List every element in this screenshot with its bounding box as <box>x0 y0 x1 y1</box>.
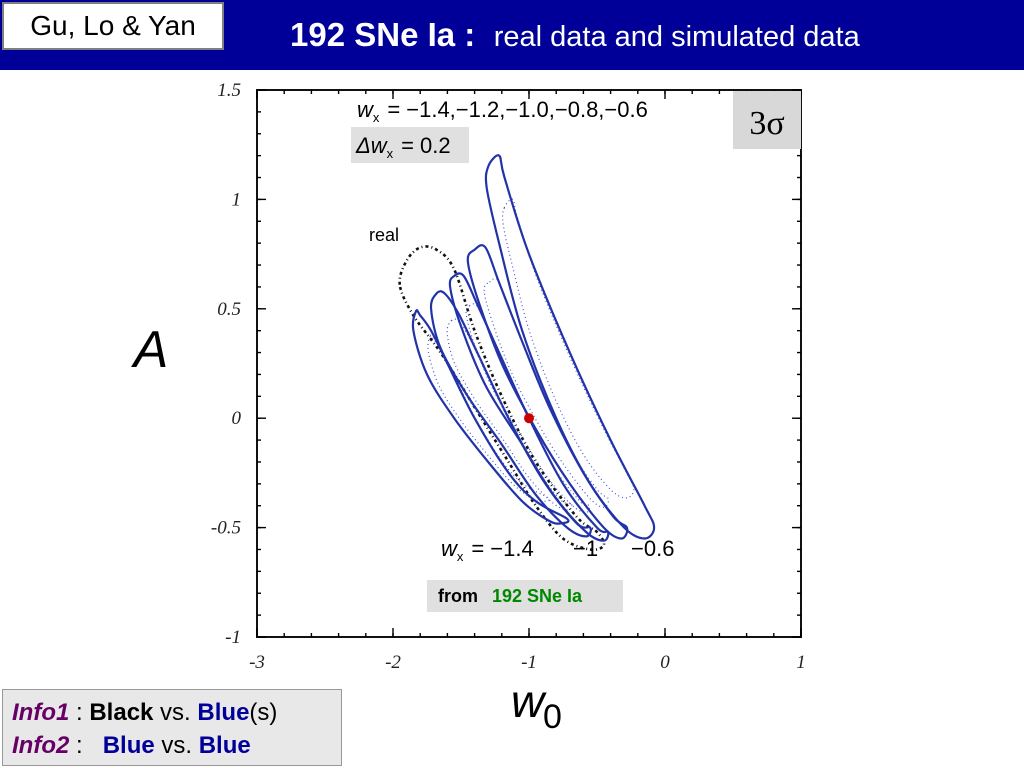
sigma-label: 3σ <box>749 105 784 142</box>
y-tick-label: 0 <box>232 408 242 429</box>
info2-blue-a: Blue <box>102 732 155 759</box>
title-main: 192 SNe Ia : <box>290 16 476 53</box>
from-box <box>427 580 623 612</box>
wx-list-sub: x <box>373 110 380 125</box>
x-tick-label: 1 <box>796 652 806 673</box>
contour-chart: -3 -2 -1 0 1-1-0.500.511.5 wx = −1.4,−1.2,−1.0… <box>211 80 806 673</box>
from-source: 192 SNe Ia <box>492 586 583 606</box>
delta-lhs: Δw <box>355 133 389 158</box>
best-fit-point <box>524 413 534 424</box>
axis-ticks: -3 -2 -1 0 1 -1 -0.5 0 0.5 1 1.5 <box>211 80 806 673</box>
slide-title: 192 SNe Ia : real data and simulated dat… <box>290 12 860 58</box>
info2-key: Info2 <box>12 732 70 759</box>
info1-suffix: (s) <box>249 699 278 726</box>
delta-sub: x <box>387 146 394 161</box>
x-tick-label: -1 <box>521 652 537 673</box>
bottom-sub: x <box>457 549 464 564</box>
info1-vs: vs. <box>153 699 198 726</box>
title-sub: real data and simulated data <box>493 21 860 53</box>
right-contour-label: −0.6 <box>631 536 674 561</box>
info-line-1: Info1 : Black vs. Blue(s) <box>12 696 341 729</box>
info1-key: Info1 <box>12 699 70 726</box>
x-axis-label: w 0 <box>503 675 579 742</box>
y-tick-label: -0.5 <box>211 518 241 539</box>
wx-list-eq: = <box>387 97 400 122</box>
y-tick-label: -1 <box>225 627 241 648</box>
info1-sep: : <box>69 699 90 726</box>
bottom-eq: = <box>471 536 484 561</box>
bottom-wx-annotation: wx = −1.4 <box>441 536 534 564</box>
y-axis-label: A <box>125 298 177 426</box>
bottom-lhs: w <box>441 536 459 561</box>
from-label: from <box>438 586 478 606</box>
y-tick-label: 1.5 <box>217 80 241 101</box>
from-annotation: from 192 SNe Ia <box>438 586 583 606</box>
info-box: Info1 : Black vs. Blue(s) Info2 : Blue v… <box>2 689 342 766</box>
sigma-box <box>733 91 801 149</box>
info2-vs: vs. <box>154 732 199 759</box>
y-tick-label: 0.5 <box>217 299 241 320</box>
contour-wx-1_2 <box>429 290 592 538</box>
info2-sep: : <box>69 732 90 759</box>
contour-lines <box>398 154 656 552</box>
real-label: real <box>369 225 399 245</box>
contour-wx-0_6 <box>484 154 656 540</box>
contour-wx-0_8 <box>466 244 629 540</box>
contour-wx-1_4 <box>411 309 570 525</box>
x-axis-subscript: 0 <box>543 698 562 736</box>
x-tick-label: 0 <box>660 652 670 673</box>
wx-list-values: −1.4,−1.2,−1.0,−0.8,−0.6 <box>406 97 648 122</box>
mid-contour-label: −1 <box>573 536 598 561</box>
wx-list-lhs: w <box>357 97 375 122</box>
x-axis-symbol: w <box>511 675 545 727</box>
bottom-value: −1.4 <box>490 536 533 561</box>
info2-blue-b: Blue <box>198 732 251 759</box>
delta-box <box>351 127 469 163</box>
delta-value: 0.2 <box>420 133 451 158</box>
authors-box: Gu, Lo & Yan <box>2 2 224 50</box>
info-line-2: Info2 : Blue vs. Blue <box>12 729 341 762</box>
contour-inner-wx-0_8 <box>483 277 610 508</box>
x-tick-label: -2 <box>385 652 401 673</box>
y-tick-label: 1 <box>232 189 242 210</box>
info1-blue: Blue <box>197 699 250 726</box>
x-tick-label: -3 <box>249 652 265 673</box>
plot-panel: -3 -2 -1 0 1 -1 -0.5 0 0.5 1 1.5 wx = −1.4,−1.2,−1.0… <box>123 78 913 688</box>
wx-list-annotation: wx = −1.4,−1.2,−1.0,−0.8,−0.6 <box>357 97 648 125</box>
contour-inner-wx-1_0 <box>465 303 591 514</box>
delta-annotation: Δwx = 0.2 <box>355 133 451 161</box>
delta-eq: = <box>401 133 414 158</box>
info1-black: Black <box>89 699 154 726</box>
